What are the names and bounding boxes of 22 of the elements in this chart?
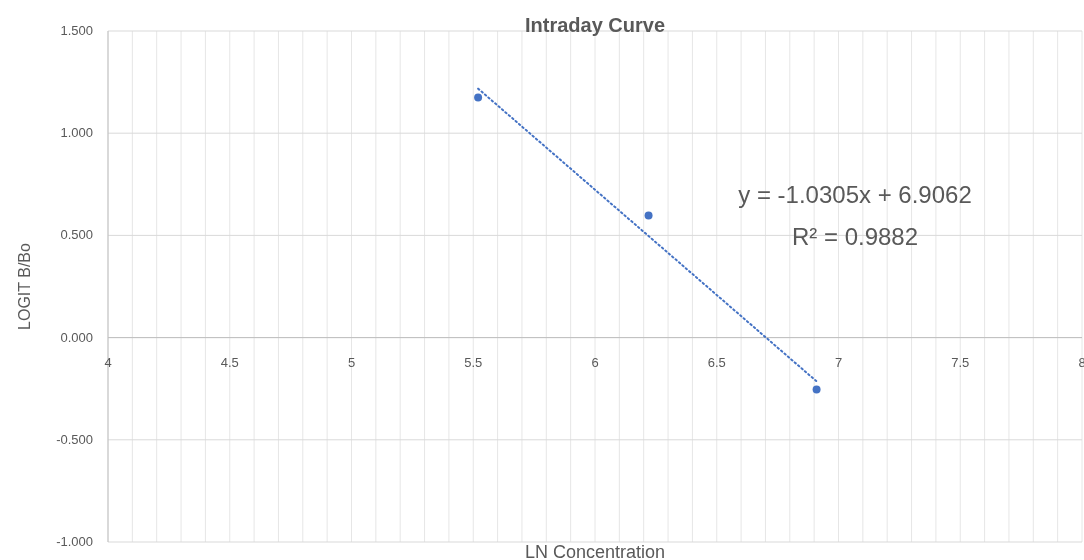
y-axis-title: LOGIT B/Bo	[16, 242, 33, 330]
y-tick-label: 0.000	[60, 329, 93, 345]
y-tick-label: -0.500	[56, 431, 93, 447]
x-tick-label: 5.5	[464, 354, 483, 370]
x-tick-label: 4.5	[220, 354, 239, 370]
y-tick-label: 1.000	[60, 125, 93, 141]
y-tick-label: -1.000	[56, 534, 93, 549]
point	[644, 211, 653, 220]
annotation: y = -1.0305x + 6.9062	[738, 181, 972, 208]
chart-title: Intraday Curve	[524, 14, 666, 36]
x-axis-title: LN Concentration	[524, 542, 666, 560]
x-tick-label: 7	[834, 354, 843, 370]
point	[812, 385, 821, 394]
y-tick-label: 1.500	[60, 23, 93, 38]
x-tick-label: 7.5	[951, 354, 970, 370]
x-tick-label: 6.5	[707, 354, 726, 370]
x-tick-label: 4	[104, 354, 112, 370]
x-tick-label: 5	[347, 354, 356, 370]
point	[474, 93, 483, 102]
x-tick-label: 6	[591, 354, 599, 370]
annotation: R² = 0.9882	[791, 223, 919, 250]
y-tick-label: 0.500	[60, 227, 93, 243]
